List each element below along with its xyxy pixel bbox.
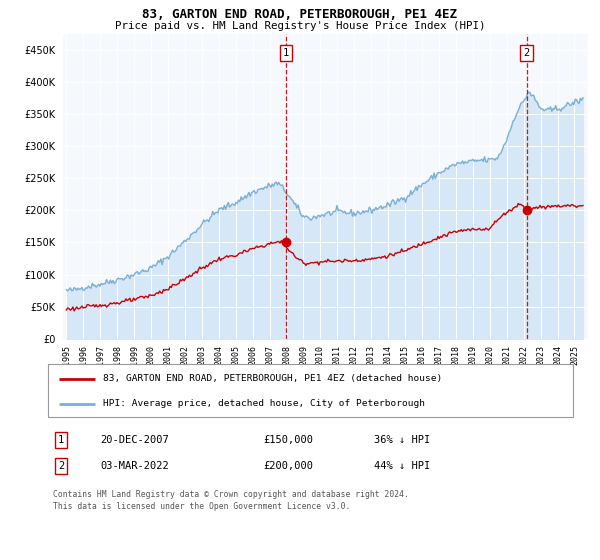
Text: 1: 1	[58, 435, 64, 445]
Text: 83, GARTON END ROAD, PETERBOROUGH, PE1 4EZ (detached house): 83, GARTON END ROAD, PETERBOROUGH, PE1 4…	[103, 375, 442, 384]
Text: £200,000: £200,000	[263, 461, 313, 471]
Text: 03-MAR-2022: 03-MAR-2022	[101, 461, 169, 471]
Text: HPI: Average price, detached house, City of Peterborough: HPI: Average price, detached house, City…	[103, 399, 425, 408]
Text: 44% ↓ HPI: 44% ↓ HPI	[373, 461, 430, 471]
Text: 83, GARTON END ROAD, PETERBOROUGH, PE1 4EZ: 83, GARTON END ROAD, PETERBOROUGH, PE1 4…	[143, 8, 458, 21]
Text: 2: 2	[58, 461, 64, 471]
Text: 36% ↓ HPI: 36% ↓ HPI	[373, 435, 430, 445]
Text: 2: 2	[523, 48, 530, 58]
FancyBboxPatch shape	[48, 364, 573, 417]
Text: £150,000: £150,000	[263, 435, 313, 445]
Text: This data is licensed under the Open Government Licence v3.0.: This data is licensed under the Open Gov…	[53, 502, 350, 511]
Text: Price paid vs. HM Land Registry's House Price Index (HPI): Price paid vs. HM Land Registry's House …	[115, 21, 485, 31]
Text: 20-DEC-2007: 20-DEC-2007	[101, 435, 169, 445]
Text: Contains HM Land Registry data © Crown copyright and database right 2024.: Contains HM Land Registry data © Crown c…	[53, 491, 409, 500]
Text: 1: 1	[283, 48, 289, 58]
